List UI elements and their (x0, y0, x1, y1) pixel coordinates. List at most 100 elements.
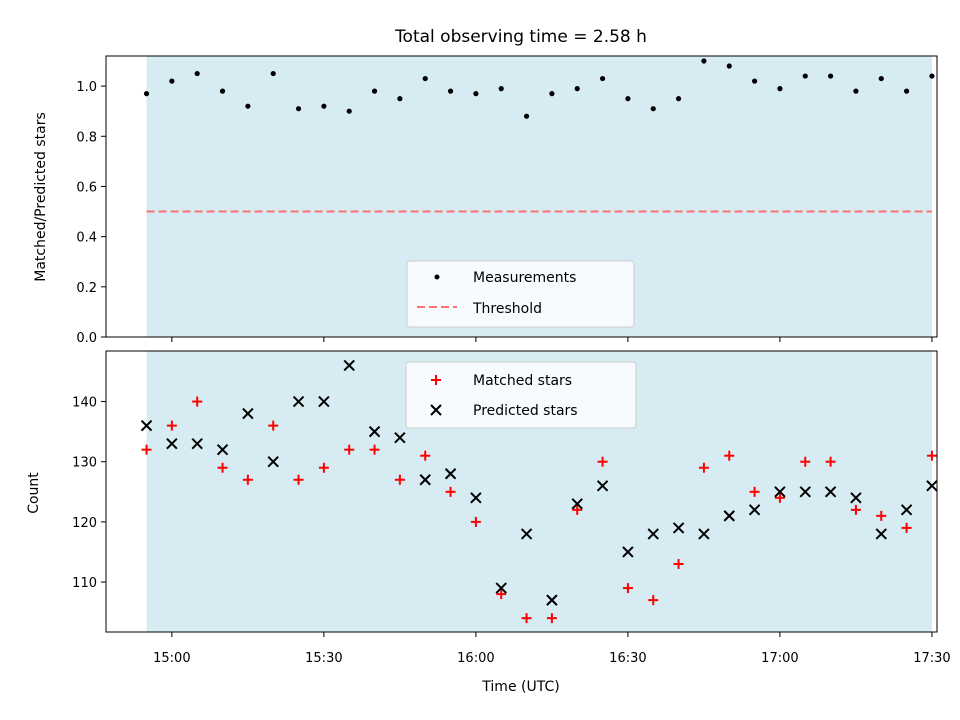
legend-matched-marker (431, 375, 441, 385)
top-y-tick-label: 0.8 (76, 130, 97, 145)
matched-star-point (394, 474, 405, 485)
predicted-star-point (470, 492, 482, 504)
matched-star-point (420, 450, 431, 461)
matched-star-point (926, 450, 937, 461)
matched-star-point (622, 583, 633, 594)
top-y-tick-label: 0.4 (76, 231, 97, 246)
bottom-y-label: Count (26, 472, 42, 514)
matched-star-point (268, 420, 279, 431)
bottom-x-tick-label: 15:30 (305, 651, 342, 666)
measurement-point (295, 106, 302, 112)
predicted-star-point (723, 510, 735, 522)
matched-star-point (141, 444, 152, 455)
legend-measurements-label: Measurements (473, 270, 576, 286)
x-axis-label: Time (UTC) (481, 679, 559, 695)
top-x-ticks (171, 337, 933, 342)
bottom-x-axis: 15:00 15:30 16:00 16:30 17:00 17:30 (153, 632, 951, 666)
legend-predicted-label: Predicted stars (473, 403, 578, 419)
top-panel: 0.0 0.2 0.4 0.6 0.8 1.0 Matched/Predicted sta… (33, 55, 938, 346)
matched-star-point (546, 613, 557, 624)
predicted-star-point (672, 522, 685, 534)
top-y-label: Matched/Predicted stars (33, 112, 49, 282)
predicted-star-point (824, 486, 837, 498)
measurement-point (574, 86, 580, 92)
predicted-star-point (926, 480, 938, 492)
matched-star-point (242, 474, 253, 485)
predicted-star-point (166, 437, 178, 450)
measurement-point (270, 70, 276, 77)
measurement-point (903, 88, 910, 94)
bottom-y-tick-label: 130 (72, 456, 97, 471)
matched-star-point (876, 510, 887, 521)
measurement-point (371, 88, 378, 94)
predicted-star-point (748, 504, 761, 516)
matched-star-point (724, 450, 735, 461)
measurement-point (498, 86, 504, 92)
predicted-star-point (343, 359, 355, 372)
legend-threshold-label: Threshold (472, 301, 542, 317)
matched-star-point (470, 516, 481, 527)
matched-star-point (850, 504, 861, 515)
predicted-star-point (444, 468, 457, 480)
measurement-point (726, 63, 732, 69)
measurement-point (219, 88, 226, 94)
predicted-star-point (267, 456, 279, 468)
predicted-star-point (242, 407, 254, 420)
predicted-star-point (698, 528, 710, 540)
matched-star-point (445, 486, 456, 497)
measurement-point (397, 96, 403, 102)
measurement-point (751, 78, 758, 84)
bottom-x-tick-label: 16:30 (609, 651, 646, 666)
bottom-x-tick-label: 16:00 (457, 651, 494, 666)
matched-star-point (496, 589, 507, 600)
matched-star-point (648, 595, 659, 606)
matched-star-point (192, 396, 203, 407)
measurement-point (878, 75, 884, 82)
measurement-point (853, 88, 859, 94)
matched-star-point (698, 462, 709, 473)
matched-star-point (293, 474, 304, 485)
bottom-x-tick-label: 15:00 (153, 651, 190, 666)
bottom-legend-box (405, 361, 637, 429)
matched-star-point (166, 420, 177, 431)
measurement-point (675, 96, 682, 102)
measurement-point (169, 78, 175, 84)
measurement-point (777, 86, 783, 92)
bottom-plot-frame (105, 350, 938, 633)
predicted-star-point (520, 528, 533, 540)
predicted-star-point (419, 474, 431, 486)
predicted-star-point (292, 395, 305, 408)
predicted-star-point (191, 437, 203, 450)
predicted-star-point (571, 498, 583, 510)
measurement-point (929, 73, 935, 79)
predicted-star-point (774, 486, 786, 498)
legend-matched-label: Matched stars (473, 373, 572, 389)
measurement-point (701, 58, 707, 64)
matched-star-point (369, 444, 380, 455)
matched-star-point (901, 522, 912, 533)
matched-star-point (521, 613, 532, 624)
top-y-tick-label: 0.0 (76, 331, 97, 346)
predicted-star-point (622, 546, 634, 558)
top-plot-frame (105, 55, 938, 338)
matched-star-point (749, 486, 760, 497)
bottom-y-tick-label: 110 (72, 576, 97, 591)
bottom-y-tick-label: 140 (72, 396, 97, 411)
top-legend: Measurements Threshold (406, 260, 635, 328)
matched-star-point (572, 504, 583, 515)
bottom-y-axis: 110 120 130 140 (72, 396, 106, 591)
matched-star-point (800, 456, 811, 467)
predicted-star-point (875, 528, 887, 540)
predicted-star-point (900, 504, 913, 516)
matched-star-point (673, 559, 684, 570)
measurement-point (802, 73, 808, 79)
measurement-point (245, 103, 251, 109)
legend-measurements-marker (434, 274, 440, 280)
top-legend-box (406, 260, 635, 328)
measurement-point (549, 91, 555, 97)
bottom-x-tick-label: 17:30 (913, 651, 950, 666)
matched-star-point (217, 462, 228, 473)
predicted-star-point (799, 486, 811, 498)
measurement-point (143, 91, 150, 97)
matched-star-point (318, 462, 329, 473)
